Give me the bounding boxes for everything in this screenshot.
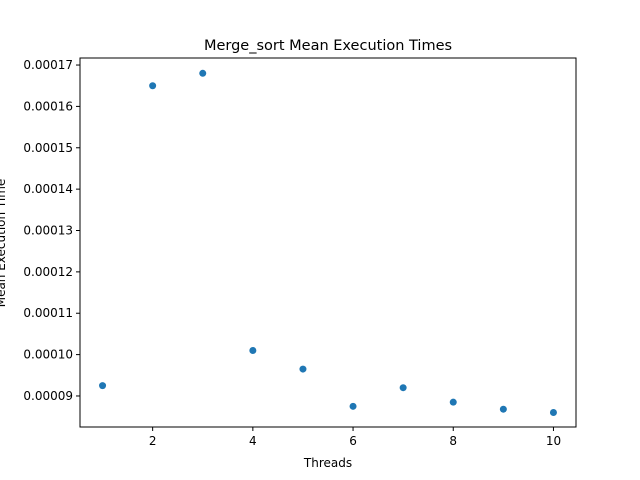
x-tick-label: 8 (449, 434, 457, 448)
data-point (299, 365, 307, 373)
y-tick-label: 0.00013 (23, 224, 73, 238)
y-tick-label: 0.00017 (23, 58, 73, 72)
y-tick-label: 0.00012 (23, 265, 73, 279)
x-tick-label: 2 (149, 434, 157, 448)
y-axis-label: Mean Execution Time (0, 179, 8, 308)
y-tick-label: 0.00014 (23, 182, 73, 196)
axes-frame (79, 57, 577, 428)
y-tick-label: 0.00010 (23, 348, 73, 362)
y-tick-label: 0.00015 (23, 141, 73, 155)
y-tick-label: 0.00011 (23, 306, 73, 320)
x-tick-label: 10 (546, 434, 561, 448)
data-point (99, 382, 107, 390)
data-point (399, 384, 407, 392)
plot-area: 2 4 6 8 10 0.00009 0.00010 0.00011 0.00012 0.0001… (23, 57, 577, 448)
x-axis-label: Threads (303, 456, 352, 470)
data-point (549, 409, 557, 417)
data-point (449, 398, 457, 406)
data-point (349, 402, 357, 410)
chart-title: Merge_sort Mean Execution Times (204, 38, 452, 54)
y-tick-label: 0.00009 (23, 389, 73, 403)
data-point (499, 405, 507, 413)
data-point (249, 346, 257, 354)
data-point (199, 69, 207, 77)
x-tick-label: 6 (349, 434, 357, 448)
x-tick-label: 4 (249, 434, 257, 448)
data-point (149, 82, 157, 90)
y-tick-label: 0.00016 (23, 99, 73, 113)
